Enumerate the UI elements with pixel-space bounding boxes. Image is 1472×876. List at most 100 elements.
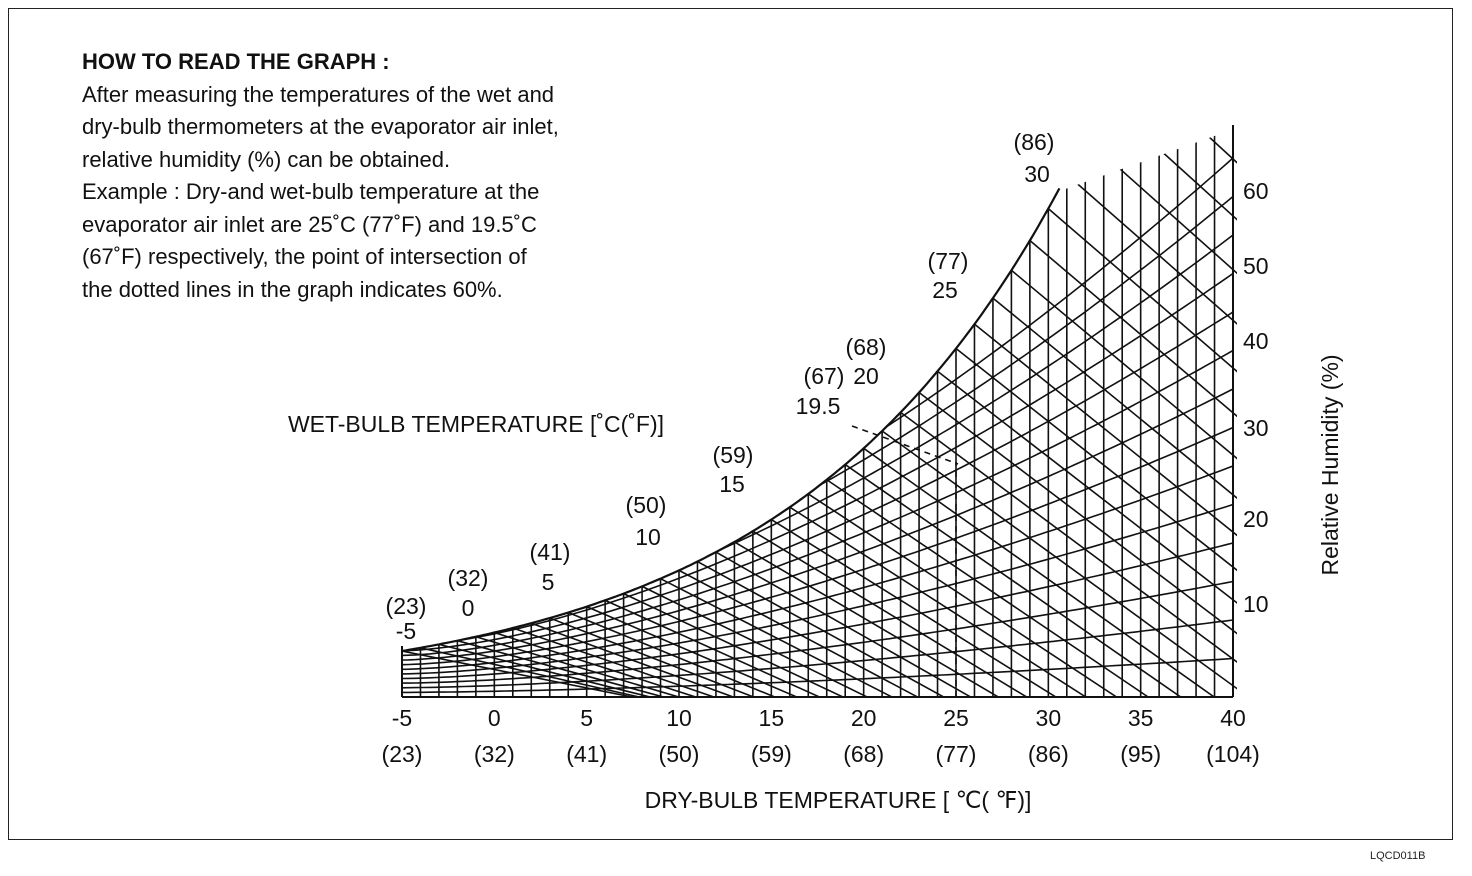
wet-bulb-label: 30 xyxy=(1024,161,1050,187)
chart-labels: -5(23)0(32)5(41)10(50)15(59)20(68)25(77)… xyxy=(382,129,1269,767)
wet-bulb-line xyxy=(549,617,1099,697)
x-tick-label-fahrenheit: (50) xyxy=(659,741,700,767)
wet-bulb-label-fahrenheit: (67) xyxy=(804,363,845,389)
relative-humidity-curve xyxy=(402,542,1234,680)
wet-bulb-line xyxy=(826,479,1237,697)
wet-bulb-line xyxy=(457,639,983,697)
wet-bulb-label-fahrenheit: (86) xyxy=(1014,129,1055,155)
relative-humidity-curve xyxy=(402,234,1234,643)
wet-bulb-line xyxy=(1010,269,1237,697)
x-tick-label: 25 xyxy=(943,705,969,731)
x-tick-label-fahrenheit: (23) xyxy=(382,741,423,767)
instructions-line: evaporator air inlet are 25˚C (77˚F) and… xyxy=(82,211,537,237)
wet-bulb-label: 5 xyxy=(542,569,555,595)
wet-bulb-axis-title: WET-BULB TEMPERATURE [˚C(˚F)] xyxy=(288,411,664,437)
relative-humidity-curve xyxy=(402,272,1234,647)
wet-bulb-label: 10 xyxy=(635,524,661,550)
wet-bulb-line xyxy=(1103,128,1237,697)
wet-bulb-line xyxy=(641,585,1215,697)
wet-bulb-line xyxy=(623,592,1192,697)
relative-humidity-curve xyxy=(402,657,1234,694)
wet-bulb-line xyxy=(475,635,1006,697)
x-tick-label-fahrenheit: (32) xyxy=(474,741,515,767)
wet-bulb-line xyxy=(752,530,1237,697)
wet-bulb-line xyxy=(402,650,913,697)
x-tick-label-fahrenheit: (86) xyxy=(1028,741,1069,767)
x-tick-label: 5 xyxy=(580,705,593,731)
instructions-line: After measuring the temperatures of the … xyxy=(82,81,555,107)
wet-bulb-line xyxy=(844,463,1237,697)
rh-tick-label: 60 xyxy=(1243,178,1269,204)
wet-bulb-line xyxy=(973,323,1237,697)
x-tick-label: 0 xyxy=(488,705,501,731)
relative-humidity-curve xyxy=(402,311,1234,652)
x-tick-label-fahrenheit: (77) xyxy=(936,741,977,767)
wet-bulb-label-fahrenheit: (77) xyxy=(928,248,969,274)
wet-bulb-label-fahrenheit: (59) xyxy=(713,442,754,468)
wet-bulb-label-fahrenheit: (32) xyxy=(448,565,489,591)
wet-bulb-label-fahrenheit: (50) xyxy=(626,492,667,518)
instructions-block: HOW TO READ THE GRAPH : After measuring … xyxy=(82,46,722,306)
x-tick-label: 15 xyxy=(759,705,785,731)
wet-bulb-label: 19.5 xyxy=(796,393,841,419)
chart-marks xyxy=(401,125,1234,698)
x-tick-label-fahrenheit: (95) xyxy=(1120,741,1161,767)
wet-bulb-label-fahrenheit: (41) xyxy=(530,539,571,565)
instructions-line: (67˚F) respectively, the point of inters… xyxy=(82,244,527,269)
wet-bulb-line xyxy=(992,297,1237,697)
x-tick-label: 40 xyxy=(1220,705,1246,731)
relative-humidity-curve xyxy=(402,580,1234,684)
example-wet-bulb-dashed-line xyxy=(851,425,959,465)
relative-humidity-curve xyxy=(402,426,1234,666)
rh-tick-label: 50 xyxy=(1243,253,1269,279)
wet-bulb-line xyxy=(494,631,1029,697)
x-axis-title: DRY-BULB TEMPERATURE [ ℃( ℉)] xyxy=(645,787,1032,813)
rh-tick-label: 20 xyxy=(1243,506,1269,532)
wet-bulb-line xyxy=(955,347,1237,697)
x-tick-label: -5 xyxy=(392,705,412,731)
relative-humidity-curve xyxy=(402,349,1234,657)
y-axis-title: Relative Humidity (%) xyxy=(1317,354,1343,575)
wet-bulb-line xyxy=(789,506,1237,697)
wet-bulb-line xyxy=(1047,207,1237,697)
figure-code: LQCD011B xyxy=(1370,850,1426,862)
rh-tick-label: 10 xyxy=(1243,591,1269,617)
x-tick-label-fahrenheit: (68) xyxy=(843,741,884,767)
x-tick-label-fahrenheit: (41) xyxy=(566,741,607,767)
wet-bulb-label-fahrenheit: (68) xyxy=(846,334,887,360)
wet-bulb-line xyxy=(530,622,1076,697)
wet-bulb-label: 15 xyxy=(719,471,745,497)
instructions-title: HOW TO READ THE GRAPH : xyxy=(82,49,390,74)
wet-bulb-line xyxy=(567,611,1122,697)
wet-bulb-line xyxy=(438,643,959,697)
x-tick-label: 10 xyxy=(666,705,692,731)
wet-bulb-label: 20 xyxy=(853,363,879,389)
x-tick-label-fahrenheit: (104) xyxy=(1206,741,1260,767)
wet-bulb-line xyxy=(586,605,1145,697)
wet-bulb-line xyxy=(512,627,1052,697)
relative-humidity-curve xyxy=(402,465,1234,671)
wet-bulb-line xyxy=(678,569,1237,697)
wet-bulb-label-fahrenheit: (23) xyxy=(386,593,427,619)
wet-bulb-line xyxy=(918,391,1237,697)
instructions-line: the dotted lines in the graph indicates … xyxy=(82,276,503,302)
wet-bulb-line xyxy=(937,370,1237,697)
wet-bulb-line xyxy=(604,599,1169,697)
wet-bulb-label: 0 xyxy=(462,595,475,621)
rh-tick-label: 30 xyxy=(1243,415,1269,441)
relative-humidity-curve xyxy=(402,503,1234,675)
rh-tick-label: 40 xyxy=(1243,328,1269,354)
relative-humidity-curve xyxy=(402,388,1234,661)
wet-bulb-line xyxy=(1121,128,1237,697)
wet-bulb-line xyxy=(770,518,1237,697)
wet-bulb-line xyxy=(733,541,1237,697)
figure-frame xyxy=(8,8,1453,840)
wet-bulb-line xyxy=(1084,137,1237,697)
x-tick-label: 20 xyxy=(851,705,877,731)
wet-bulb-label: -5 xyxy=(396,618,416,644)
wet-bulb-line xyxy=(863,447,1237,697)
wet-bulb-line xyxy=(697,560,1237,697)
x-tick-label-fahrenheit: (59) xyxy=(751,741,792,767)
instructions-line: Example : Dry-and wet-bulb temperature a… xyxy=(82,179,540,204)
